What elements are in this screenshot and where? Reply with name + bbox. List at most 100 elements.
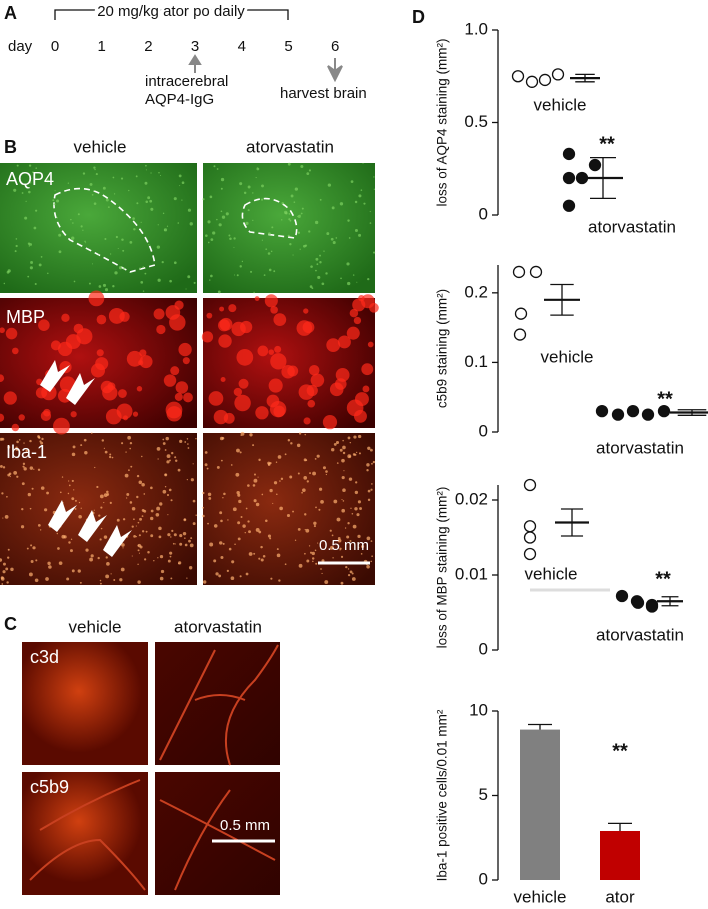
texture-dot [10,567,14,572]
texture-dot [170,536,172,538]
texture-dot [184,441,187,443]
bar [520,729,560,880]
texture-dot [150,509,154,513]
texture-dot [24,216,28,220]
texture-dot [235,472,240,477]
texture-dot [306,384,318,397]
texture-dot [108,307,125,324]
stain-label: Iba-1 [6,442,47,462]
texture-dot [109,501,112,504]
texture-dot [239,575,242,578]
texture-dot [0,374,5,382]
texture-dot [284,563,287,566]
texture-dot [141,508,145,512]
texture-dot [97,254,99,256]
texture-dot [40,256,43,258]
texture-dot [162,489,167,494]
texture-dot [107,206,110,208]
texture-dot [322,415,338,430]
texture-dot [357,534,361,539]
texture-dot [305,459,308,462]
texture-dot [353,316,362,325]
texture-dot [141,455,143,458]
texture-dot [167,559,171,563]
texture-dot [301,491,303,494]
texture-dot [71,497,75,501]
texture-dot [255,502,260,507]
data-point [611,408,625,421]
texture-dot [96,485,99,489]
texture-dot [130,465,133,468]
texture-dot [98,514,101,517]
texture-dot [202,514,205,518]
texture-dot [298,563,303,568]
texture-dot [207,492,212,497]
texture-dot [161,260,164,264]
texture-dot [245,507,248,510]
texture-dot [131,525,134,528]
texture-dot [343,470,345,472]
texture-dot [189,543,194,548]
texture-dot [253,478,258,483]
texture-dot [192,463,194,465]
texture-dot [240,516,243,519]
texture-dot [70,538,73,540]
texture-dot [159,554,164,559]
texture-dot [138,534,141,537]
column-label: atorvastatin [246,137,334,156]
texture-dot [236,490,240,495]
texture-dot [113,193,116,195]
texture-dot [106,490,109,494]
data-point [525,75,539,88]
texture-dot [268,378,283,393]
texture-dot [309,551,313,554]
texture-dot [369,302,379,313]
texture-dot [188,539,191,543]
arrows [40,360,132,557]
scale-label: 0.5 mm [220,817,270,834]
injection-label: intracerebral [145,73,228,90]
texture-dot [258,530,262,534]
column-label: atorvastatin [174,617,262,636]
texture-dot [220,210,223,213]
texture-dot [252,192,254,194]
injection-label: AQP4-IgG [145,91,214,108]
texture-dot [120,177,124,180]
texture-dot [286,513,291,518]
texture-dot [369,211,371,213]
texture-dot [252,484,256,487]
texture-dot [247,484,250,487]
texture-dot [28,245,30,247]
texture-dot [360,189,363,191]
texture-dot [90,554,94,558]
texture-dot [112,176,115,179]
texture-dot [138,360,144,366]
texture-dot [13,470,18,475]
texture-dot [129,447,131,450]
texture-dot [218,334,232,348]
texture-dot [173,533,177,537]
texture-dot [35,559,38,562]
texture-dot [248,552,253,556]
texture-dot [174,459,178,462]
texture-dot [58,250,62,254]
texture-dot [96,349,104,357]
texture-dot [322,466,326,470]
texture-dot [145,169,147,171]
texture-dot [298,432,302,435]
texture-dot [220,555,224,559]
texture-dot [7,556,10,559]
texture-dot [88,282,91,285]
texture-dot [68,541,71,544]
texture-dot [280,477,284,481]
texture-dot [209,195,213,199]
texture-dot [32,546,36,550]
texture-dot [88,290,105,307]
texture-dot [28,572,33,577]
texture-dot [39,529,42,531]
texture-dot [179,542,183,546]
texture-dot [209,542,214,547]
texture-dot [233,387,243,397]
texture-dot [74,508,77,510]
texture-dot [339,448,343,452]
